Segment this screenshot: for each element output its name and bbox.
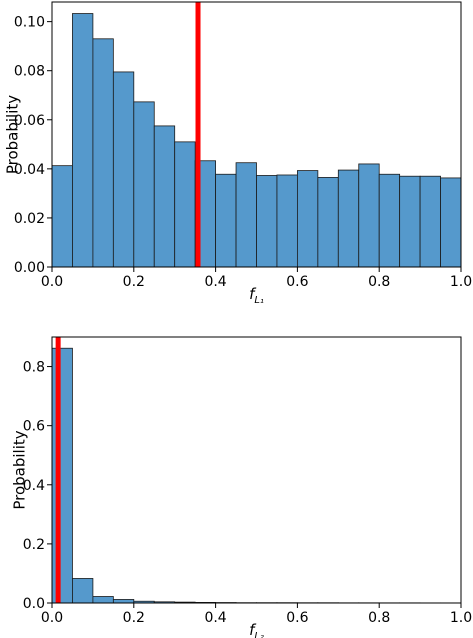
x-tick-label-fL2-3: 0.6: [286, 610, 308, 626]
bar-fL1-1: [72, 13, 94, 268]
bar-fL1-5: [153, 125, 176, 268]
y-tick-label-fL1-3: 0.06: [14, 113, 45, 129]
bar-fL1-14: [337, 169, 360, 268]
y-axis-label-fL1: Probability: [4, 95, 22, 174]
bar-fL2-2: [92, 596, 114, 604]
x-axis-label-fL1: fL₁: [249, 285, 264, 306]
bar-fL1-8: [215, 173, 237, 268]
y-tick-label-fL2-3: 0.6: [23, 419, 45, 435]
bar-fL1-12: [296, 170, 319, 268]
bar-fL1-6: [174, 141, 196, 268]
axes-frame-fL1: [51, 1, 462, 268]
bar-fL1-2: [92, 38, 114, 268]
y-tick-label-fL1-4: 0.08: [14, 64, 45, 80]
x-tick-label-fL2-1: 0.2: [123, 610, 145, 626]
x-axis-label-main-fL2: f: [249, 621, 257, 638]
bar-fL2-3: [112, 599, 135, 604]
bars-fL1: [51, 13, 462, 268]
bar-fL2-1: [72, 578, 94, 604]
x-axis-label-fL2: fL₂: [249, 621, 264, 638]
bar-fL1-18: [419, 175, 441, 268]
x-tick-label-fL2-0: 0.0: [41, 610, 63, 626]
bar-fL1-0: [51, 165, 73, 268]
x-tick-label-fL2-5: 1.0: [450, 610, 472, 626]
y-ticks-fL1: 0.00 0.02 0.04 0.06 0.08 0.10: [14, 15, 52, 276]
y-tick-label-fL1-1: 0.02: [14, 211, 45, 227]
bar-fL1-11: [276, 174, 298, 268]
x-tick-label-fL1-4: 0.8: [368, 274, 390, 290]
histogram-panel-fL2: 0.0 0.2 0.4 0.6 0.8 1.0 0.0 0.2 0.4 0.6 0.8 Proba…: [11, 336, 472, 638]
y-tick-label-fL2-1: 0.2: [23, 537, 45, 553]
bar-fL1-19: [440, 177, 462, 268]
bar-fL1-15: [358, 163, 380, 268]
histogram-panel-fL1: 0.0 0.2 0.4 0.6 0.8 1.0 0.000.020.040.060.080…: [4, 1, 472, 306]
bars-fL2: [51, 347, 462, 604]
bar-fL1-10: [256, 175, 278, 268]
axes-frame-fL2: [51, 336, 462, 604]
x-tick-label-fL1-0: 0.0: [41, 274, 63, 290]
y-tick-label-fL1-0: 0.00: [14, 260, 45, 276]
x-ticks-fL1: 0.0 0.2 0.4 0.6 0.8 1.0: [41, 267, 472, 290]
y-tick-label-fL1-5: 0.10: [14, 15, 45, 31]
y-tick-label-fL2-0: 0.0: [23, 596, 45, 612]
x-axis-label-sub-fL2: L₂: [254, 631, 264, 638]
bar-fL1-3: [112, 71, 135, 268]
y-tick-label-fL1-2: 0.04: [14, 162, 45, 178]
bar-fL1-13: [317, 177, 339, 268]
x-tick-label-fL2-4: 0.8: [368, 610, 390, 626]
bar-fL2-0: [51, 347, 73, 604]
bar-fL1-4: [133, 101, 155, 268]
y-tick-label-fL2-4: 0.8: [23, 360, 45, 376]
y-axis-label-fL2: Probability: [11, 430, 29, 509]
x-tick-label-fL1-1: 0.2: [123, 274, 145, 290]
y-tick-label-fL2-2: 0.4: [23, 478, 45, 494]
x-axis-label-sub-fL1: L₁: [254, 295, 264, 306]
x-tick-label-fL1-3: 0.6: [286, 274, 308, 290]
bar-fL1-9: [235, 162, 257, 268]
x-ticks-fL2: 0.0 0.2 0.4 0.6 0.8 1.0: [41, 603, 472, 626]
bar-fL1-17: [399, 175, 421, 268]
x-axis-label-main-fL1: f: [249, 285, 257, 303]
x-tick-label-fL1-2: 0.4: [204, 274, 226, 290]
bar-fL1-16: [378, 173, 401, 268]
y-ticks-fL2: 0.0 0.2 0.4 0.6 0.8: [23, 360, 52, 612]
x-tick-label-fL1-5: 1.0: [450, 274, 472, 290]
x-tick-label-fL2-2: 0.4: [204, 610, 226, 626]
